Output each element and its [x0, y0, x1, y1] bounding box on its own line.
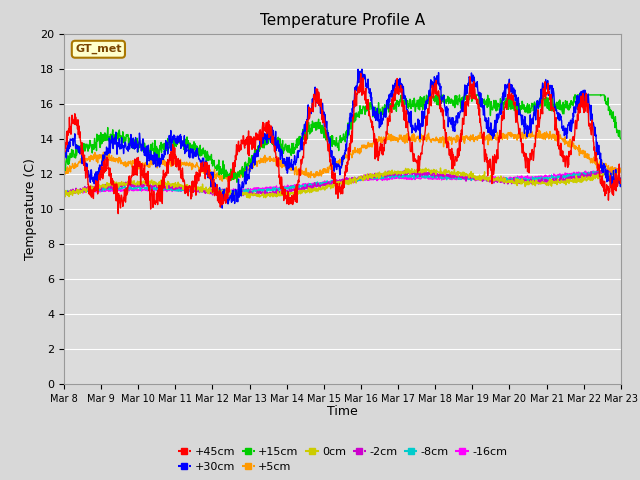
+30cm: [429, 84, 437, 90]
+5cm: [184, 162, 191, 168]
+5cm: [218, 178, 226, 184]
+45cm: [552, 124, 559, 130]
0cm: [502, 180, 510, 186]
-8cm: [221, 191, 228, 197]
X-axis label: Time: Time: [327, 405, 358, 418]
-2cm: [617, 167, 625, 172]
Line: +30cm: +30cm: [64, 69, 621, 208]
+5cm: [170, 158, 178, 164]
-2cm: [184, 186, 191, 192]
+30cm: [246, 164, 254, 170]
0cm: [246, 195, 253, 201]
0cm: [184, 185, 191, 191]
Title: Temperature Profile A: Temperature Profile A: [260, 13, 425, 28]
-16cm: [171, 187, 179, 192]
Text: GT_met: GT_met: [75, 44, 122, 54]
Legend: +45cm, +30cm, +15cm, +5cm, 0cm, -2cm, -8cm, -16cm: +45cm, +30cm, +15cm, +5cm, 0cm, -2cm, -8…: [173, 442, 511, 477]
0cm: [552, 178, 559, 184]
-8cm: [551, 175, 559, 181]
Y-axis label: Temperature (C): Temperature (C): [24, 158, 37, 260]
0cm: [429, 168, 437, 174]
-2cm: [551, 179, 559, 184]
+15cm: [429, 95, 437, 100]
+5cm: [502, 135, 509, 141]
Line: -16cm: -16cm: [64, 168, 621, 194]
+15cm: [502, 95, 510, 101]
Line: +5cm: +5cm: [64, 130, 621, 181]
-8cm: [617, 168, 625, 173]
0cm: [246, 193, 254, 199]
0cm: [60, 193, 68, 199]
0cm: [170, 180, 178, 186]
-16cm: [184, 189, 192, 194]
-16cm: [429, 175, 437, 181]
+45cm: [171, 145, 179, 151]
-2cm: [222, 193, 230, 199]
Line: 0cm: 0cm: [64, 168, 621, 198]
Line: -2cm: -2cm: [64, 168, 621, 196]
-8cm: [246, 188, 254, 194]
Line: +15cm: +15cm: [64, 95, 621, 182]
-8cm: [502, 175, 509, 180]
Line: -8cm: -8cm: [64, 168, 621, 194]
-16cm: [246, 186, 254, 192]
+45cm: [357, 71, 365, 76]
-2cm: [502, 178, 509, 184]
+30cm: [170, 135, 178, 141]
+45cm: [184, 193, 192, 199]
+45cm: [60, 158, 68, 164]
+5cm: [535, 127, 543, 133]
0cm: [617, 167, 625, 173]
-2cm: [170, 186, 178, 192]
+45cm: [115, 211, 122, 216]
+30cm: [502, 85, 510, 91]
-8cm: [609, 165, 616, 171]
+45cm: [429, 95, 437, 101]
-16cm: [617, 166, 625, 171]
+45cm: [246, 141, 254, 147]
+15cm: [427, 92, 435, 98]
+5cm: [246, 159, 254, 165]
+15cm: [617, 136, 625, 142]
+45cm: [617, 179, 625, 184]
+15cm: [170, 138, 178, 144]
+30cm: [184, 142, 191, 147]
+30cm: [358, 66, 366, 72]
-8cm: [60, 191, 68, 196]
+15cm: [552, 106, 559, 112]
+15cm: [233, 180, 241, 185]
+5cm: [60, 170, 68, 176]
-16cm: [60, 190, 68, 196]
0cm: [436, 165, 444, 171]
-2cm: [612, 165, 620, 171]
-16cm: [65, 191, 72, 197]
Line: +45cm: +45cm: [64, 73, 621, 214]
-8cm: [184, 187, 191, 192]
-2cm: [60, 190, 68, 195]
-16cm: [551, 173, 559, 179]
-2cm: [246, 191, 254, 196]
-8cm: [170, 186, 178, 192]
+30cm: [60, 148, 68, 154]
+5cm: [429, 137, 437, 143]
-16cm: [616, 166, 624, 171]
+30cm: [552, 103, 559, 109]
+30cm: [218, 205, 226, 211]
+45cm: [502, 98, 510, 104]
+30cm: [617, 175, 625, 181]
+15cm: [246, 159, 254, 165]
+15cm: [60, 167, 68, 173]
+5cm: [617, 168, 625, 173]
-2cm: [429, 169, 437, 175]
-16cm: [502, 176, 509, 182]
-8cm: [429, 175, 437, 181]
+5cm: [552, 136, 559, 142]
+15cm: [184, 144, 191, 149]
